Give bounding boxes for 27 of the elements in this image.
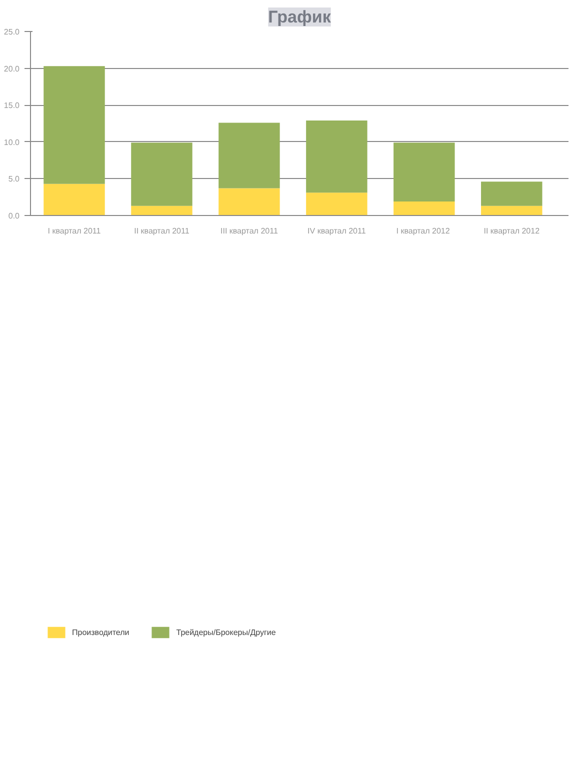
y-tick-label: 25.0 — [4, 28, 20, 36]
chart-title: График — [268, 8, 332, 26]
x-tick-label: III квартал 2011 — [220, 226, 278, 236]
bar — [131, 206, 192, 216]
x-tick-label: IV квартал 2011 — [308, 226, 366, 236]
y-tick-label: 20.0 — [4, 64, 20, 74]
bar — [394, 202, 455, 216]
x-tick-label: I квартал 2011 — [48, 226, 102, 236]
bar — [218, 188, 280, 216]
bar — [218, 122, 280, 188]
bar — [394, 142, 455, 202]
x-tick-label: I квартал 2012 — [396, 226, 450, 236]
y-tick-label: 5.0 — [8, 174, 20, 184]
bar — [131, 142, 192, 206]
bar — [481, 206, 542, 216]
legend-label: Производители — [72, 628, 130, 636]
bar — [306, 120, 368, 193]
y-tick-label: 15.0 — [4, 101, 20, 110]
y-tick-label: 10.0 — [4, 138, 20, 147]
bar — [44, 184, 105, 216]
x-tick-label: II квартал 2012 — [484, 226, 540, 236]
x-tick-label: II квартал 2011 — [134, 226, 190, 236]
y-tick-label: 0.0 — [8, 212, 20, 220]
bar — [306, 192, 368, 216]
bar — [481, 182, 542, 206]
legend-label: Трейдеры/Брокеры/Другие — [176, 628, 276, 636]
bar — [44, 66, 105, 184]
